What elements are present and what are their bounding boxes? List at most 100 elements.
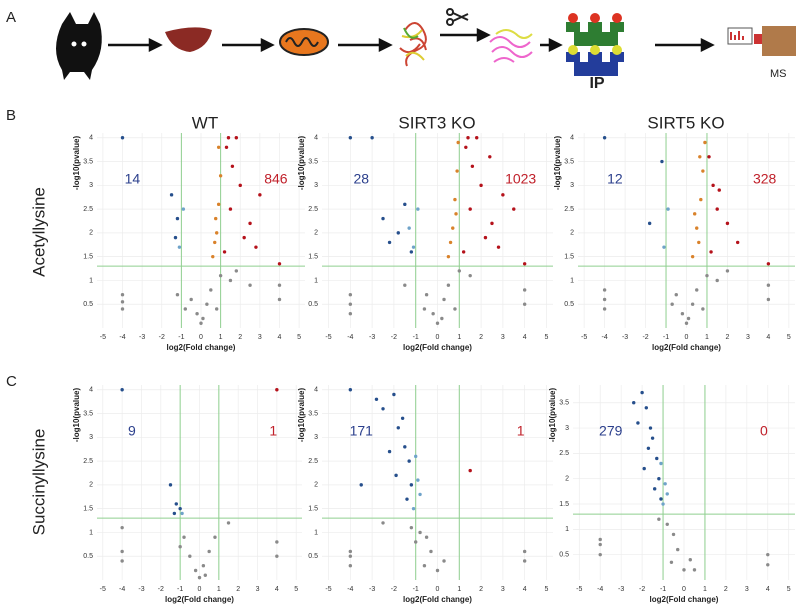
data-point — [461, 250, 466, 254]
data-point — [120, 388, 124, 392]
data-point — [659, 497, 663, 501]
data-point — [442, 559, 446, 563]
y-tick-label: 0.5 — [83, 553, 93, 560]
data-point — [659, 461, 663, 466]
x-tick-label: 4 — [523, 334, 527, 341]
y-tick-label: 3.5 — [83, 410, 93, 417]
x-tick-label: 2 — [238, 334, 242, 341]
data-point — [446, 254, 451, 259]
y-tick-label: 2 — [89, 482, 93, 489]
x-tick-label: 1 — [217, 586, 221, 593]
y-tick-label: 0.5 — [559, 552, 569, 559]
data-point — [725, 221, 730, 226]
data-point — [414, 454, 418, 459]
data-point — [120, 136, 125, 140]
data-point — [348, 549, 353, 554]
data-point — [455, 169, 459, 173]
x-tick-label: -1 — [413, 334, 419, 341]
data-point — [418, 492, 422, 497]
volcano-plot: -5 -4 -3 -2 -1 0 1 2 3 4 5 0.5 1 1.5 2 2.5 3 3.5 279 0 log2(… — [548, 385, 795, 604]
data-point — [695, 288, 699, 292]
data-point — [424, 535, 429, 539]
data-point — [177, 245, 182, 249]
data-point — [715, 278, 719, 283]
column-title: SIRT3 KO — [398, 113, 475, 132]
data-point — [242, 235, 246, 240]
x-tick-label: -4 — [601, 334, 607, 341]
data-point — [188, 554, 192, 558]
data-point — [120, 300, 125, 304]
y-tick-label: 1.5 — [564, 254, 574, 261]
data-point — [602, 297, 607, 302]
data-point — [648, 426, 653, 430]
x-tick-label: 4 — [275, 586, 279, 593]
x-tick-label: -5 — [581, 334, 587, 341]
data-point — [707, 155, 711, 159]
data-point — [642, 466, 646, 471]
x-tick-label: -5 — [576, 586, 582, 593]
liver-icon — [165, 27, 212, 52]
data-point — [175, 293, 180, 297]
data-point — [216, 145, 221, 149]
data-point — [189, 297, 193, 302]
data-point — [396, 231, 400, 235]
x-tick-label: 5 — [787, 586, 791, 593]
data-point — [698, 155, 702, 159]
x-tick-label: 0 — [436, 334, 440, 341]
mitochondria-icon — [279, 28, 329, 56]
y-tick-label: 4 — [314, 387, 318, 394]
data-point — [120, 549, 124, 554]
data-point — [488, 155, 492, 159]
data-point — [701, 169, 705, 173]
y-tick-label: 2 — [314, 482, 318, 489]
workflow-label: MS — [770, 68, 787, 80]
data-point — [183, 307, 188, 311]
data-point — [394, 473, 398, 478]
x-axis-label: log2(Fold change) — [652, 343, 721, 352]
data-point — [211, 254, 215, 259]
data-point — [457, 269, 461, 273]
up-count: 846 — [264, 171, 288, 187]
x-axis-label: log2(Fold change) — [167, 343, 236, 352]
data-point — [197, 575, 202, 580]
x-axis-label: log2(Fold change) — [403, 343, 472, 352]
data-point — [168, 483, 173, 487]
data-point — [207, 549, 211, 554]
down-count: 12 — [607, 171, 623, 187]
data-point — [418, 530, 422, 535]
x-tick-label: 1 — [457, 334, 461, 341]
data-point — [348, 564, 353, 568]
data-point — [411, 245, 416, 249]
mouse-eye — [71, 41, 77, 47]
x-tick-label: -4 — [347, 334, 353, 341]
y-axis-label: -log10(pvalue) — [72, 388, 81, 443]
x-tick-label: -3 — [618, 586, 624, 593]
y-tick-label: 0.5 — [564, 301, 574, 308]
data-point — [717, 188, 721, 192]
x-tick-label: -1 — [413, 586, 419, 593]
y-tick-label: 1.5 — [83, 506, 93, 513]
data-point — [454, 212, 458, 216]
data-point — [475, 136, 479, 140]
y-tick-label: 2.5 — [308, 458, 318, 465]
data-point — [203, 573, 208, 577]
data-point — [409, 525, 414, 530]
data-point — [766, 552, 770, 557]
y-axis-label: -log10(pvalue) — [72, 136, 81, 191]
x-tick-label: -2 — [159, 334, 165, 341]
data-point — [466, 136, 470, 140]
data-point — [682, 568, 686, 572]
x-tick-label: 3 — [746, 334, 750, 341]
data-point — [660, 159, 664, 164]
data-point — [602, 136, 607, 140]
data-point — [348, 293, 353, 297]
data-point — [650, 436, 655, 440]
x-tick-label: 5 — [297, 334, 301, 341]
data-point — [711, 183, 715, 188]
y-tick-label: 2.5 — [83, 206, 93, 213]
y-tick-label: 1.5 — [308, 254, 318, 261]
x-tick-label: 1 — [703, 586, 707, 593]
x-tick-label: 3 — [256, 586, 260, 593]
data-point — [669, 560, 674, 564]
volcano-plot: -5 -4 -3 -2 -1 0 1 2 3 4 5 0.5 1 1.5 2 2.5 3 3.5 4 9 1 log2(F… — [72, 385, 302, 604]
